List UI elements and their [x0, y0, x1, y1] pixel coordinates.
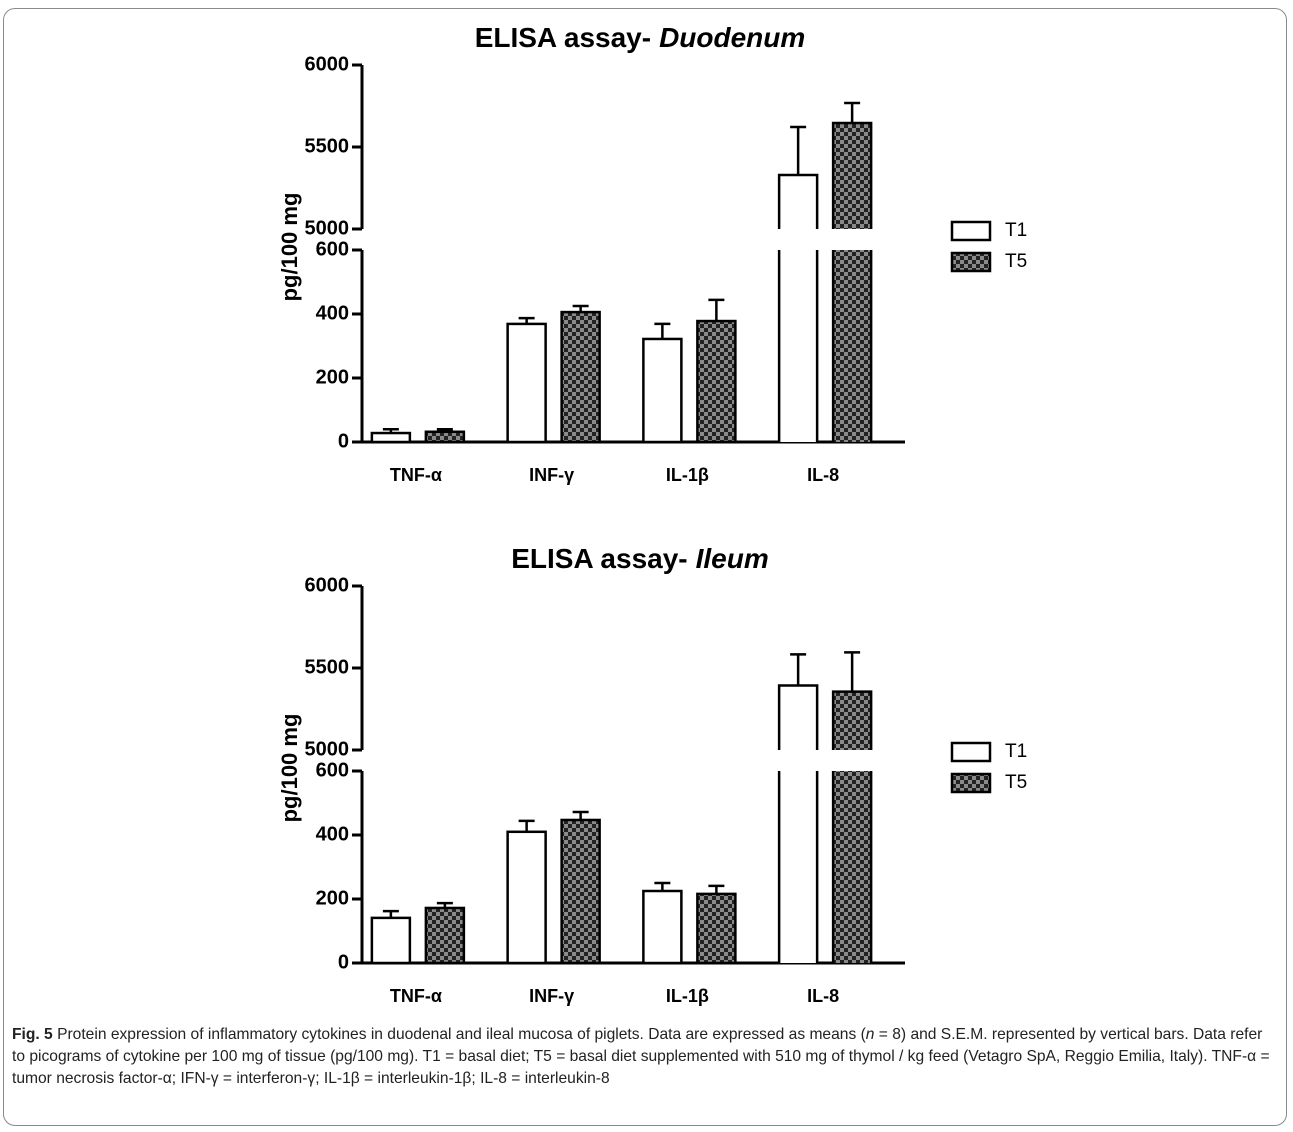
error-bar	[790, 125, 807, 176]
figure-frame	[3, 8, 1287, 1126]
chart: ELISA assay- Ileum pg/100 mg 0 200 400 6005000…	[277, 543, 1027, 1005]
bar-upper	[833, 123, 872, 229]
bar-outline	[831, 771, 873, 963]
legend-label: T1	[1005, 220, 1027, 241]
legend-label: T5	[1005, 772, 1027, 793]
y-axis-title: pg/100 mg	[277, 193, 302, 302]
error-bar	[844, 101, 861, 124]
y-tick-label: 400	[316, 823, 349, 845]
bar	[370, 916, 412, 965]
title-emphasis: Duodenum	[659, 22, 805, 53]
x-tick-label: TNF-α	[390, 986, 442, 1006]
legend-label: T5	[1005, 251, 1027, 272]
error-bar	[518, 316, 535, 324]
bar-lower	[833, 250, 872, 442]
bar-upper	[779, 685, 818, 750]
error-bar	[382, 427, 399, 434]
bar	[506, 830, 547, 965]
x-tick-label: INF-γ	[529, 465, 574, 485]
y-tick-label: 5000	[305, 217, 350, 239]
y-tick-label: 200	[316, 887, 349, 909]
legend-swatch	[950, 251, 992, 273]
x-tick-label: INF-γ	[529, 986, 574, 1006]
x-tick-label: TNF-α	[390, 465, 442, 485]
bar	[506, 322, 547, 444]
bar-outline	[777, 250, 819, 442]
error-bar	[518, 819, 535, 832]
legend-swatch	[950, 741, 992, 763]
title-emphasis: Ileum	[696, 543, 769, 574]
bar	[424, 430, 466, 444]
bar	[560, 818, 601, 965]
y-tick-label: 6000	[305, 53, 350, 75]
x-tick-label: IL-1β	[666, 465, 709, 485]
title-text: ELISA assay-	[511, 543, 687, 574]
caption-text: = 8) and S.E.M. represented by vertical …	[12, 1026, 1270, 1087]
y-tick-label: 0	[338, 430, 349, 452]
caption: Fig. 5 Protein expression of inflammator…	[12, 1024, 1274, 1090]
bar	[560, 310, 601, 444]
caption-label: Fig. 5	[12, 1026, 53, 1043]
y-tick-label: 6000	[305, 574, 350, 596]
y-tick-label: 5500	[305, 656, 350, 678]
error-bar	[572, 304, 589, 313]
legend-swatch	[950, 772, 992, 794]
y-tick-label: 5000	[305, 738, 350, 760]
error-bar	[436, 901, 453, 908]
error-bar	[790, 653, 807, 686]
bar-lower	[833, 771, 872, 963]
legend-swatch	[950, 220, 992, 242]
bar	[696, 892, 737, 965]
bar	[424, 906, 466, 965]
y-tick-label: 200	[316, 366, 349, 388]
y-axis-title: pg/100 mg	[277, 714, 302, 823]
caption-text: n	[865, 1026, 875, 1043]
bar-lower	[779, 250, 818, 442]
bar-upper	[779, 175, 818, 229]
legend-label: T1	[1005, 741, 1027, 762]
x-tick-label: IL-1β	[666, 986, 709, 1006]
error-bar	[708, 884, 725, 894]
error-bar	[382, 909, 399, 918]
x-tick-label: IL-8	[807, 465, 839, 485]
bar	[642, 337, 683, 444]
bar-lower	[779, 771, 818, 963]
y-tick-label: 400	[316, 302, 349, 324]
bar	[642, 889, 683, 965]
bar	[370, 431, 412, 444]
chart-title: ELISA assay- Duodenum	[475, 22, 806, 53]
y-tick-label: 5500	[305, 135, 350, 157]
title-text: ELISA assay-	[475, 22, 651, 53]
y-tick-label: 600	[316, 759, 349, 781]
bar-outline	[831, 250, 873, 442]
chart-title: ELISA assay- Ileum	[511, 543, 769, 574]
bar-upper	[833, 691, 872, 750]
caption-text: Protein expression of inflammatory cytok…	[57, 1026, 866, 1043]
error-bar	[572, 810, 589, 820]
y-tick-label: 600	[316, 238, 349, 260]
error-bar	[654, 322, 671, 339]
error-bar	[436, 427, 453, 432]
bar-outline	[777, 771, 819, 963]
error-bar	[708, 298, 725, 322]
error-bar	[844, 651, 861, 692]
x-tick-label: IL-8	[807, 986, 839, 1006]
error-bar	[654, 881, 671, 891]
y-tick-label: 0	[338, 951, 349, 973]
bar	[696, 319, 737, 444]
